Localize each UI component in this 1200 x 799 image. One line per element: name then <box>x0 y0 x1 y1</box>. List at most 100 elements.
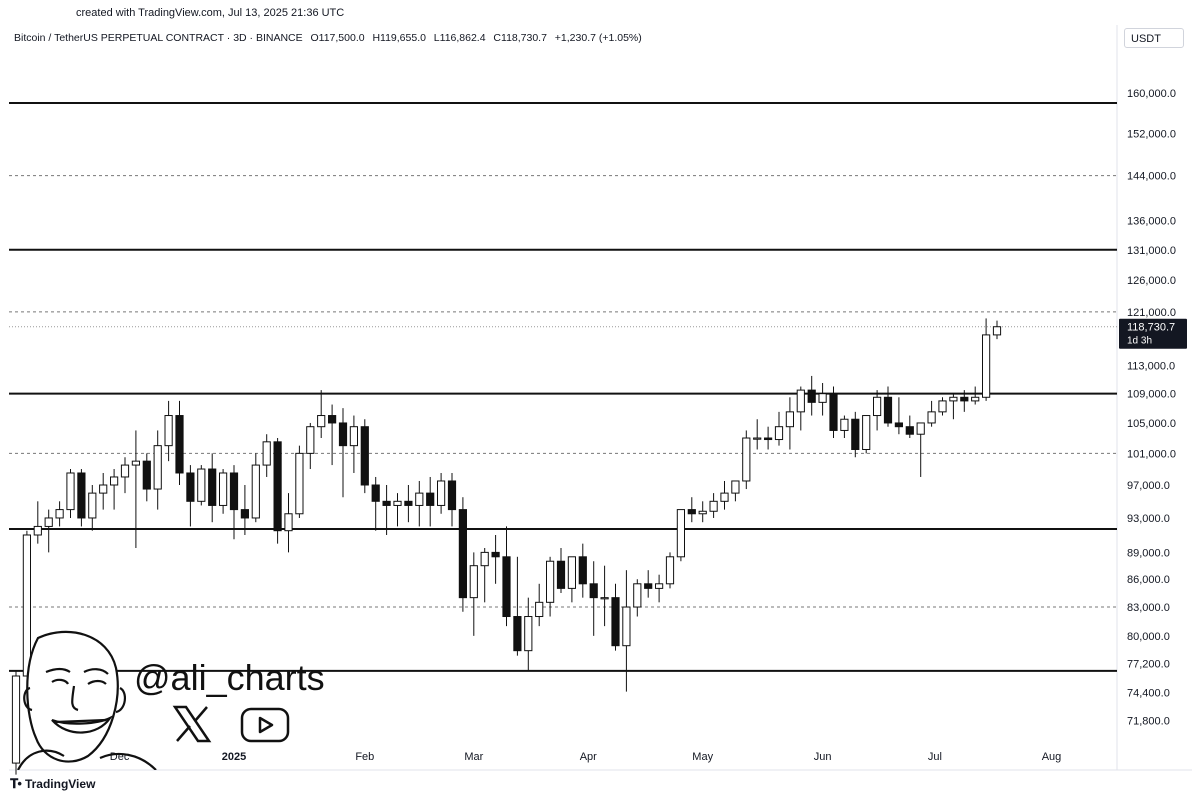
candle-body <box>317 415 326 428</box>
price-tick-label: 152,000.0 <box>1127 128 1176 140</box>
candle-body <box>665 556 675 585</box>
candle-body <box>458 509 467 599</box>
last-price-marker: 118,730.7 1d 3h <box>1119 318 1187 349</box>
price-tick-label: 126,000.0 <box>1127 275 1176 287</box>
candle-body <box>284 513 293 532</box>
candle-body <box>829 393 838 431</box>
candle-body <box>992 326 1002 336</box>
candle-body <box>66 472 75 511</box>
candle-body <box>186 472 195 502</box>
candle-body <box>611 597 620 647</box>
candle-body <box>33 525 42 536</box>
ohlc-close: C118,730.7 <box>493 32 547 44</box>
candle-body <box>120 464 130 478</box>
ohlc-open: O117,500.0 <box>310 32 365 44</box>
price-tick-label: 93,000.0 <box>1127 513 1170 525</box>
time-tick-label: Mar <box>464 751 483 763</box>
candle-body <box>219 472 228 506</box>
candle-body <box>131 460 141 466</box>
candle-body <box>567 556 576 589</box>
candle-body <box>393 500 402 506</box>
candle-body <box>262 441 271 466</box>
candle-body <box>676 509 685 558</box>
candle-body <box>753 437 762 440</box>
candle-body <box>687 509 696 515</box>
candle-body <box>208 468 217 506</box>
price-tick-label: 83,000.0 <box>1127 602 1170 614</box>
candle-body <box>807 389 816 403</box>
price-tick-label: 113,000.0 <box>1127 360 1175 372</box>
candle-body <box>894 422 903 428</box>
candle-body <box>578 556 587 585</box>
time-tick-label: Aug <box>1042 751 1062 763</box>
price-tick-label: 136,000.0 <box>1127 215 1176 227</box>
candle-body <box>535 601 544 618</box>
candle-body <box>197 468 206 502</box>
price-tick-label: 101,000.0 <box>1127 448 1176 460</box>
x-logo-icon <box>172 705 212 743</box>
horizontal-levels <box>9 25 1192 771</box>
youtube-logo-icon <box>240 707 290 743</box>
candle-body <box>655 583 664 589</box>
candle-body <box>720 492 729 502</box>
price-tick-label: 97,000.0 <box>1127 480 1170 492</box>
candle-body <box>306 426 315 454</box>
candlesticks <box>11 318 1002 775</box>
candle-body <box>99 484 108 494</box>
currency-selector[interactable]: USDT <box>1124 28 1184 48</box>
candle-body <box>229 472 239 511</box>
price-tick-label: 71,800.0 <box>1127 716 1170 728</box>
candle-body <box>873 396 882 417</box>
candle-body <box>840 418 849 431</box>
ohlc-high: H119,655.0 <box>372 32 426 44</box>
ohlc-change: +1,230.7 (+1.05%) <box>554 32 642 44</box>
candle-body <box>349 426 358 447</box>
candle-body <box>589 583 598 599</box>
price-tick-label: 89,000.0 <box>1127 547 1170 559</box>
time-axis: Dec 2025 Feb Mar Apr May Jun Jul Aug <box>110 751 1062 763</box>
candle-body <box>774 426 784 441</box>
candle-body <box>513 616 522 652</box>
candle-body <box>600 597 609 600</box>
candle-body <box>77 472 86 519</box>
time-tick-label: Apr <box>580 751 597 763</box>
candle-body <box>524 616 533 652</box>
candle-body <box>622 606 631 647</box>
time-tick-label: 2025 <box>222 751 246 763</box>
candle-body <box>927 411 936 424</box>
candle-body <box>164 415 173 447</box>
last-price-tag <box>1119 318 1187 349</box>
candle-body <box>764 437 773 441</box>
candle-body <box>818 393 827 403</box>
candle-body <box>796 389 805 413</box>
candle-body <box>709 500 718 512</box>
price-tick-label: 121,000.0 <box>1127 307 1176 319</box>
candle-body <box>949 396 958 402</box>
created-with-text: created with TradingView.com, Jul 13, 20… <box>76 7 345 19</box>
tradingview-mark-icon: 𝐓• <box>10 776 22 791</box>
candle-body <box>338 422 348 447</box>
candle-body <box>55 509 64 519</box>
candle-body <box>11 675 21 764</box>
candle-body <box>110 476 119 486</box>
time-tick-label: Jun <box>814 751 832 763</box>
candle-body <box>469 565 478 599</box>
price-tick-label: 74,400.0 <box>1127 688 1170 700</box>
price-tick-label: 80,000.0 <box>1127 631 1170 643</box>
candle-body <box>426 492 435 506</box>
candle-body <box>415 492 424 506</box>
candle-body <box>371 484 380 502</box>
candle-body <box>437 480 446 506</box>
candle-body <box>938 400 947 413</box>
tradingview-logo[interactable]: 𝐓• TradingView <box>10 776 95 792</box>
candle-body <box>851 418 860 450</box>
candle-body <box>295 452 304 515</box>
time-tick-label: Jul <box>928 751 942 763</box>
candle-body <box>916 422 925 435</box>
candle-body <box>360 426 369 486</box>
candle-body <box>905 426 914 435</box>
candle-body <box>644 583 653 589</box>
candle-body <box>502 556 511 618</box>
candle-body <box>731 480 740 494</box>
